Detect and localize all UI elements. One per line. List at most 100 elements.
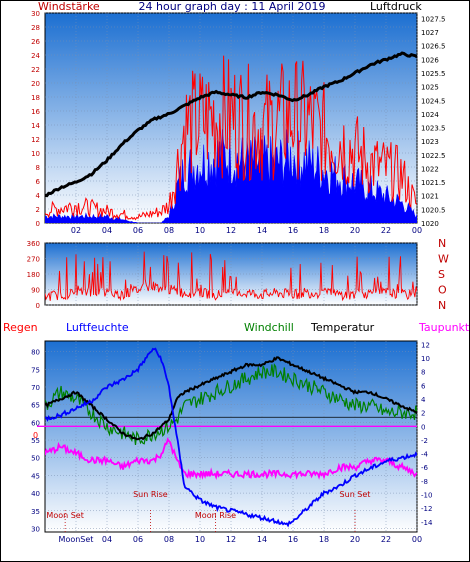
pressure-tick-label: 1025.5: [421, 70, 446, 78]
gust-series: [45, 129, 417, 223]
panel-2-series: [45, 251, 417, 302]
wind-tick-label: 18: [31, 94, 40, 102]
temperature-tick-label: 6: [421, 382, 426, 390]
temperature-humidity-panel: Regen Luftfeuchte Windchill Temperatur T…: [3, 321, 470, 544]
wind-tick-label: 2: [36, 206, 40, 214]
temperature-tick-label: 8: [421, 369, 425, 377]
x-tick-label: 20: [350, 226, 360, 235]
humidity-tick-label: 35: [31, 508, 40, 516]
x-tick-label: 12: [226, 535, 236, 544]
pressure-tick-label: 1026.5: [421, 43, 446, 51]
humidity-axis-ticks: 30 35 40 45 50 55 60 65 70 75 80: [31, 349, 40, 534]
panel-1-x-ticks: 02 04 06 08 10 12 14 16 18 20 22 00: [71, 226, 422, 235]
humidity-tick-label: 60: [31, 419, 40, 427]
x-tick-label: 08: [164, 226, 174, 235]
pressure-tick-label: 1021.5: [421, 179, 446, 187]
direction-series: [45, 251, 417, 302]
pressure-tick-label: 1023: [421, 138, 439, 146]
pressure-tick-label: 1025: [421, 84, 439, 92]
pressure-tick-label: 1022: [421, 165, 439, 173]
wind-tick-label: 26: [31, 38, 40, 46]
temperature-tick-label: -6: [421, 464, 429, 472]
pressure-axis-ticks: 1020 1020.5 1021 1021.5 1022 1022.5 1023 1023.5…: [421, 15, 446, 228]
wind-tick-label: 30: [31, 10, 40, 18]
wind-tick-label: 28: [31, 24, 40, 32]
pressure-series: [45, 51, 417, 198]
x-tick-label: 00: [412, 535, 422, 544]
x-tick-label: 14: [257, 535, 267, 544]
windchill-label: Windchill: [244, 321, 294, 334]
wind-tick-label: 6: [36, 178, 41, 186]
humidity-tick-label: 70: [31, 384, 40, 392]
humidity-tick-label: 75: [31, 366, 40, 374]
humidity-tick-label: 30: [31, 525, 40, 533]
wind-tick-label: 8: [36, 164, 40, 172]
annotation-label: Sun Rise: [133, 490, 168, 499]
x-tick-label: 08: [164, 535, 174, 544]
pressure-tick-label: 1021: [421, 193, 439, 201]
compass-label: W: [438, 253, 449, 266]
astronomy-annotations: Moon Set Sun Rise Moon Rise Sun Set: [46, 490, 370, 532]
chart-title: 24 hour graph day : 11 April 2019: [139, 0, 326, 13]
direction-tick-label: 90: [31, 287, 40, 295]
x-tick-label: 22: [381, 535, 391, 544]
x-tick-label: 18: [319, 535, 329, 544]
x-tick-label: 10: [195, 226, 205, 235]
wind-series: [45, 55, 417, 221]
compass-label: N: [438, 237, 446, 250]
humidity-label: Luftfeuchte: [66, 321, 129, 334]
pressure-tick-label: 1027.5: [421, 15, 446, 23]
compass-label: O: [438, 284, 447, 297]
temperature-axis-ticks: -14 -12 -10 -8 -6 -4 -2 0 2 4 6 8 10 12: [421, 341, 433, 526]
rain-label: Regen: [3, 321, 38, 334]
x-tick-label: 02: [71, 226, 81, 235]
temperature-tick-label: 10: [421, 355, 430, 363]
wind-tick-label: 20: [31, 80, 40, 88]
x-tick-label: 04: [102, 226, 112, 235]
temperature-tick-label: 12: [421, 341, 430, 349]
wind-tick-label: 24: [31, 52, 40, 60]
wind-tick-label: 16: [31, 108, 40, 116]
wind-tick-label: 10: [31, 150, 40, 158]
x-tick-label: 12: [226, 226, 236, 235]
direction-tick-label: 360: [27, 240, 40, 248]
pressure-tick-label: 1020: [421, 220, 439, 228]
dewpoint-series: [45, 437, 417, 480]
panel-3-x-ticks: MoonSet 04 06 08 10 12 14 16 18 20 22 00: [59, 535, 423, 544]
x-tick-label: 20: [350, 535, 360, 544]
pressure-axis-label: Luftdruck: [370, 0, 422, 13]
compass-label: N: [438, 299, 446, 312]
humidity-series: [45, 347, 417, 528]
humidity-tick-label: 80: [31, 349, 40, 357]
humidity-tick-label: 55: [31, 437, 40, 445]
temperature-label: Temperatur: [310, 321, 375, 334]
annotation-label: Sun Set: [340, 490, 371, 499]
pressure-tick-label: 1024.5: [421, 97, 446, 105]
wind-tick-label: 22: [31, 66, 40, 74]
dewpoint-label: Taupunkt: [418, 321, 470, 334]
panel-1-series: [45, 51, 417, 223]
wind-tick-label: 12: [31, 136, 40, 144]
x-tick-label: 06: [133, 226, 143, 235]
x-tick-label: 16: [288, 535, 298, 544]
temperature-tick-label: 2: [421, 410, 425, 418]
x-tick-label: 04: [102, 535, 112, 544]
direction-axis-ticks: 0 90 180 270 360: [27, 240, 40, 310]
pressure-tick-label: 1022.5: [421, 152, 446, 160]
humidity-tick-label: 45: [31, 472, 40, 480]
temperature-tick-label: 0: [421, 423, 425, 431]
x-tick-label: 06: [133, 535, 143, 544]
compass-label: S: [438, 268, 445, 281]
temperature-tick-label: -12: [421, 505, 432, 513]
wind-tick-label: 14: [31, 122, 40, 130]
annotation-label: Moon Rise: [195, 511, 236, 520]
temperature-tick-label: 4: [421, 396, 426, 404]
x-tick-label: 10: [195, 535, 205, 544]
pressure-tick-label: 1026: [421, 56, 439, 64]
windchill-series: [45, 363, 417, 445]
